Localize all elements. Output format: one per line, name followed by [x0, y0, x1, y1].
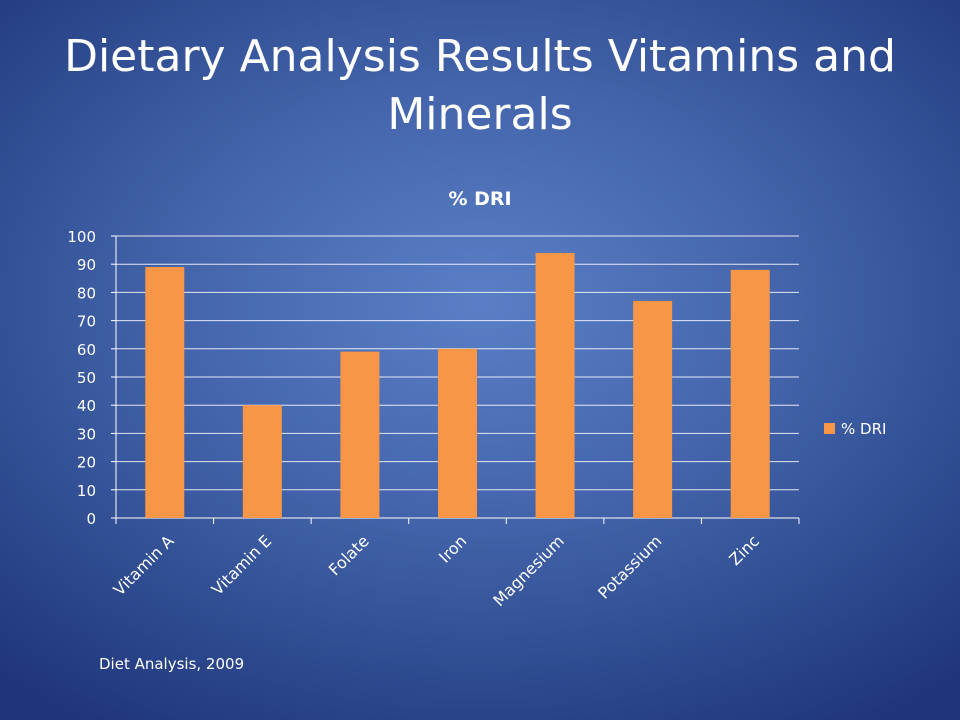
bars [145, 252, 770, 519]
slide-title: Dietary Analysis Results Vitamins and Mi… [64, 31, 896, 140]
x-tick-label: Iron [435, 531, 470, 566]
legend-swatch [824, 423, 835, 434]
bar [438, 348, 477, 518]
y-tick-label: 30 [77, 425, 96, 443]
y-tick-labels: 0 10 20 30 40 50 60 70 80 90 100 [67, 228, 96, 528]
x-tick-label: Zinc [725, 531, 763, 569]
x-tick-label: Vitamin E [208, 531, 276, 599]
bar [145, 267, 185, 518]
y-tick-label: 50 [77, 369, 96, 387]
legend: % DRI [824, 420, 886, 438]
y-tick-label: 20 [77, 454, 96, 472]
bar [633, 300, 673, 518]
y-tick-label: 100 [67, 228, 96, 246]
bar [535, 252, 575, 519]
x-tick-label: Vitamin A [109, 531, 177, 599]
y-tick-label: 0 [86, 510, 96, 528]
chart-title: % DRI [448, 188, 511, 210]
x-tick-labels: Vitamin A Vitamin E Folate Iron Magnesium Pot… [109, 531, 763, 610]
bar [242, 405, 282, 518]
y-tick-label: 60 [77, 341, 96, 359]
bar [340, 351, 380, 518]
bar [730, 269, 770, 518]
footnote: Diet Analysis, 2009 [99, 655, 245, 673]
y-tick-label: 10 [77, 482, 96, 500]
y-tick-label: 90 [77, 256, 96, 274]
y-tick-label: 40 [77, 397, 96, 415]
x-tick-label: Potassium [594, 531, 665, 602]
legend-label: % DRI [841, 420, 886, 438]
y-tick-label: 70 [77, 313, 96, 331]
x-tick-label: Magnesium [489, 531, 568, 610]
y-tick-label: 80 [77, 284, 96, 302]
x-tick-label: Folate [325, 531, 373, 579]
